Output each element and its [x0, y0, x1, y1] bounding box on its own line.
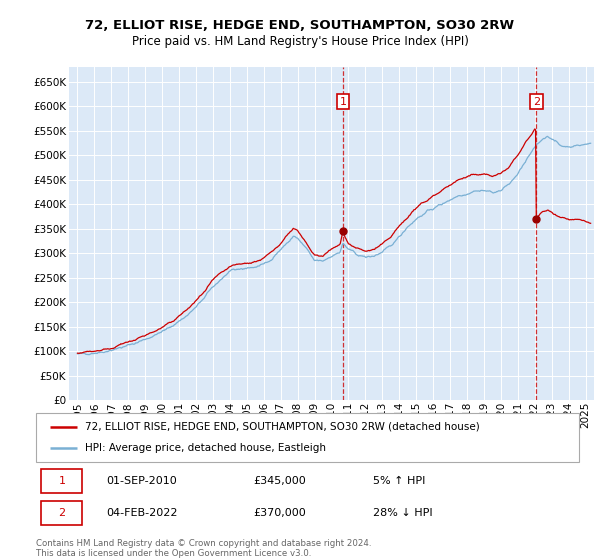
Text: 2: 2	[533, 96, 540, 106]
Text: 01-SEP-2010: 01-SEP-2010	[107, 476, 178, 486]
Text: 04-FEB-2022: 04-FEB-2022	[107, 508, 178, 518]
Text: 2: 2	[59, 508, 65, 518]
Text: 5% ↑ HPI: 5% ↑ HPI	[373, 476, 425, 486]
Text: 1: 1	[340, 96, 346, 106]
Text: £345,000: £345,000	[253, 476, 306, 486]
Text: 72, ELLIOT RISE, HEDGE END, SOUTHAMPTON, SO30 2RW: 72, ELLIOT RISE, HEDGE END, SOUTHAMPTON,…	[85, 18, 515, 32]
Text: HPI: Average price, detached house, Eastleigh: HPI: Average price, detached house, East…	[85, 443, 326, 453]
Bar	[41, 501, 82, 525]
Bar	[41, 469, 82, 493]
Text: 28% ↓ HPI: 28% ↓ HPI	[373, 508, 432, 518]
Text: 72, ELLIOT RISE, HEDGE END, SOUTHAMPTON, SO30 2RW (detached house): 72, ELLIOT RISE, HEDGE END, SOUTHAMPTON,…	[85, 422, 479, 432]
Text: £370,000: £370,000	[253, 508, 306, 518]
Text: 1: 1	[59, 476, 65, 486]
Text: Price paid vs. HM Land Registry's House Price Index (HPI): Price paid vs. HM Land Registry's House …	[131, 35, 469, 49]
Text: Contains HM Land Registry data © Crown copyright and database right 2024.
This d: Contains HM Land Registry data © Crown c…	[36, 539, 371, 558]
